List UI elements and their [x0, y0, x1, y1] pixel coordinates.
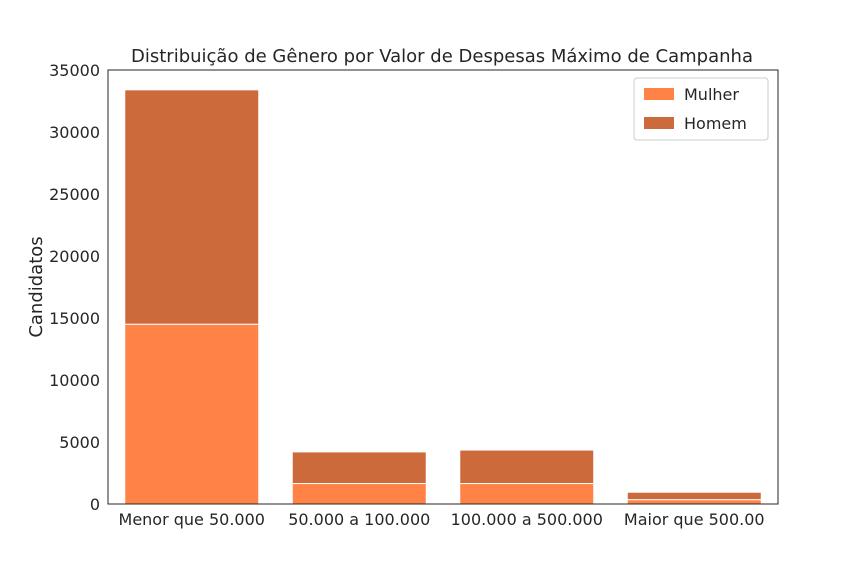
- bar-mulher-3: [626, 499, 762, 505]
- chart-title: Distribuição de Gênero por Valor de Desp…: [131, 46, 753, 67]
- y-tick-label: 10000: [49, 371, 100, 390]
- x-tick-label: Menor que 50.000: [119, 510, 265, 529]
- bar-homem-0: [124, 89, 260, 325]
- x-tick-label: 50.000 a 100.000: [288, 510, 430, 529]
- x-tick-label: Maior que 500.00: [624, 510, 765, 529]
- legend-swatch-mulher: [644, 88, 674, 100]
- y-tick-label: 30000: [49, 123, 100, 142]
- bar-homem-2: [459, 449, 595, 485]
- bar-homem-1: [291, 451, 427, 485]
- legend: Mulher Homem: [633, 77, 769, 141]
- y-tick-label: 0: [90, 495, 100, 514]
- legend-label-mulher: Mulher: [684, 85, 739, 104]
- y-tick-label: 35000: [49, 61, 100, 80]
- y-axis-label: Candidatos: [26, 236, 47, 337]
- legend-label-homem: Homem: [684, 114, 747, 133]
- y-tick-label: 15000: [49, 309, 100, 328]
- bar-mulher-1: [291, 483, 427, 505]
- bar-mulher-2: [459, 483, 595, 505]
- plot-frame: [107, 69, 779, 505]
- y-tick-label: 5000: [59, 433, 100, 452]
- bar-mulher-0: [124, 323, 260, 505]
- x-axis-ticks: Menor que 50.000 50.000 a 100.000 100.000 …: [119, 510, 765, 529]
- y-tick-label: 20000: [49, 247, 100, 266]
- legend-swatch-homem: [644, 117, 674, 129]
- bar-homem-3: [626, 491, 762, 501]
- y-tick-label: 25000: [49, 185, 100, 204]
- x-tick-label: 100.000 a 500.000: [451, 510, 603, 529]
- bars-group: [124, 89, 762, 505]
- y-axis-ticks: 0 5000 10000 15000 20000 25000 30000 35000: [49, 61, 100, 514]
